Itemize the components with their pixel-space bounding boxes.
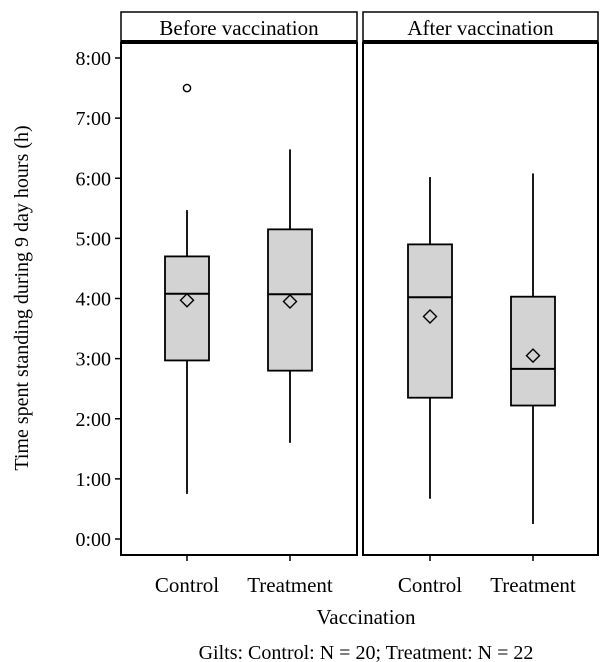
panel-frame	[362, 42, 599, 556]
y-tick-label: 1:00	[75, 469, 111, 491]
box-treatment: Treatment	[490, 173, 576, 597]
mean-marker	[179, 292, 195, 308]
y-axis-title: Time spent standing during 9 day hours (…	[11, 125, 33, 470]
y-axis: Time spent standing during 9 day hours (…	[11, 48, 121, 551]
x-tick-label: Treatment	[247, 573, 333, 597]
panel-title: After vaccination	[407, 16, 554, 40]
y-tick-label: 6:00	[75, 168, 111, 190]
mean-marker	[422, 309, 438, 325]
y-tick-label: 3:00	[75, 349, 111, 371]
outlier-point	[182, 83, 192, 93]
mean-marker	[525, 348, 541, 364]
y-tick-label: 8:00	[75, 48, 111, 70]
y-tick-label: 5:00	[75, 228, 111, 250]
y-ticks: 0:00 1:00 2:00 3:00 4:00 5:00 6:00 7:00 8:00	[75, 48, 121, 551]
panel-title: Before vaccination	[159, 16, 319, 40]
panel-after-vaccination: After vaccination Control Treatment	[362, 11, 599, 597]
y-tick-label: 4:00	[75, 289, 111, 311]
x-tick-label: Control	[398, 573, 462, 597]
panel-strip	[362, 11, 599, 44]
panel-strip	[120, 11, 358, 44]
iqr-box	[510, 295, 556, 407]
iqr-box	[267, 228, 313, 372]
x-axis-title: Vaccination	[316, 605, 416, 629]
iqr-box	[164, 255, 210, 362]
box-treatment: Treatment	[247, 149, 333, 597]
iqr-box	[407, 243, 453, 399]
x-tick-label: Control	[155, 573, 219, 597]
box-control: Control	[155, 83, 219, 597]
box-control: Control	[398, 177, 462, 597]
panel-before-vaccination: Before vaccination Control Treatment	[120, 11, 358, 597]
x-tick-label: Treatment	[490, 573, 576, 597]
y-tick-label: 0:00	[75, 529, 111, 551]
chart-footnote: Gilts: Control: N = 20; Treatment: N = 2…	[199, 642, 534, 662]
panel-frame	[120, 42, 358, 556]
mean-marker	[282, 294, 298, 309]
y-tick-label: 7:00	[75, 108, 111, 130]
y-tick-label: 2:00	[75, 409, 111, 431]
